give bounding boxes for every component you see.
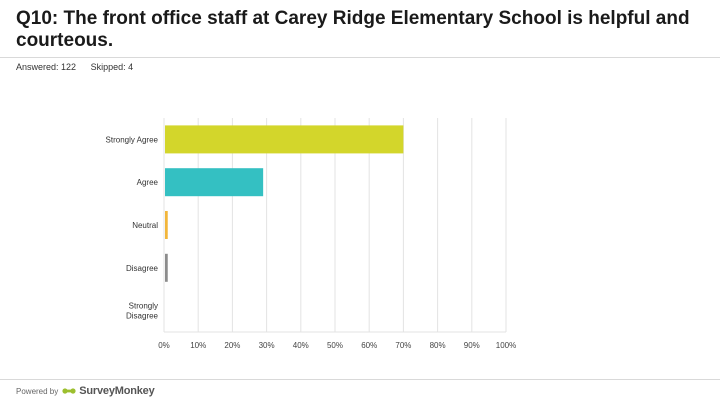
skipped-count: Skipped: 4	[90, 62, 134, 72]
x-tick-label: 50%	[327, 341, 343, 350]
category-label: Strongly Agree	[106, 135, 159, 144]
footer-divider	[0, 379, 720, 380]
bar-chart: 0% 10% 20% 30% 40% 50% 60% 70% 80% 90% 100% Strongl…	[106, 118, 516, 350]
x-tick-label: 10%	[190, 341, 206, 350]
response-summary: Answered: 122 Skipped: 4	[16, 62, 145, 72]
bar	[165, 211, 168, 239]
surveymonkey-brand: SurveyMonkey	[79, 385, 155, 397]
category-label: Neutral	[132, 221, 158, 230]
category-label: Disagree	[126, 312, 159, 321]
x-tick-label: 60%	[361, 341, 377, 350]
bar	[165, 253, 168, 282]
x-tick-label: 100%	[496, 341, 516, 350]
bar	[165, 168, 264, 197]
x-tick-label: 0%	[158, 341, 170, 350]
surveymonkey-logo-icon	[62, 388, 76, 394]
x-tick-label: 40%	[293, 341, 309, 350]
footer: Powered by SurveyMonkey	[16, 385, 155, 397]
answered-count: Answered: 122	[16, 62, 77, 72]
x-tick-label: 80%	[430, 341, 446, 350]
category-label: Strongly	[129, 302, 158, 311]
bar	[165, 125, 404, 154]
category-label: Agree	[137, 178, 159, 187]
category-label: Disagree	[126, 264, 159, 273]
x-tick-label: 20%	[224, 341, 240, 350]
header-divider	[0, 57, 720, 58]
powered-by-label: Powered by	[16, 386, 59, 396]
x-tick-label: 90%	[464, 341, 480, 350]
chart-title: Q10: The front office staff at Carey Rid…	[16, 8, 690, 51]
x-tick-label: 70%	[395, 341, 411, 350]
x-tick-label: 30%	[259, 341, 275, 350]
